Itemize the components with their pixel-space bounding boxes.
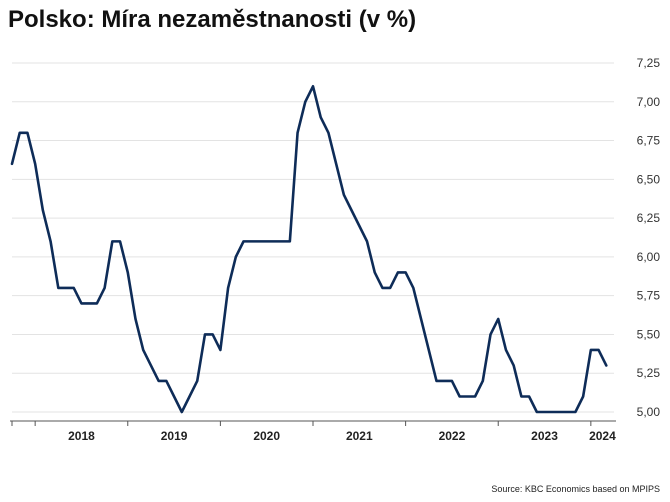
y-tick-label: 5,50 <box>637 327 661 341</box>
y-tick-label: 6,75 <box>637 134 661 148</box>
source-note: Source: KBC Economics based on MPIPS <box>491 484 660 494</box>
x-tick-label: 2018 <box>68 429 95 443</box>
y-tick-label: 6,25 <box>637 211 661 225</box>
y-tick-label: 6,00 <box>637 250 661 264</box>
series-line-unemployment <box>10 84 608 414</box>
y-tick-label: 7,25 <box>637 56 661 70</box>
x-tick-label: 2021 <box>346 429 373 443</box>
chart-title: Polsko: Míra nezaměstnanosti (v %) <box>8 6 417 33</box>
y-axis-ticks: 5,00 5,25 5,50 5,75 6,00 6,25 6,50 6,75 7,00 7,25 <box>637 56 661 419</box>
x-tick-label: 2022 <box>439 429 466 443</box>
gridlines <box>12 62 614 413</box>
y-tick-label: 5,00 <box>637 405 661 419</box>
y-tick-label: 5,25 <box>637 366 661 380</box>
y-tick-label: 6,50 <box>637 172 661 186</box>
x-axis: 2018 2019 2020 2021 2022 2023 2024 <box>10 420 616 443</box>
x-tick-label: 2019 <box>161 429 188 443</box>
x-tick-label: 2024 <box>589 429 616 443</box>
y-tick-label: 5,75 <box>637 289 661 303</box>
y-tick-label: 7,00 <box>637 95 661 109</box>
x-tick-label: 2020 <box>253 429 280 443</box>
x-tick-label: 2023 <box>531 429 558 443</box>
series-layer <box>10 84 608 414</box>
